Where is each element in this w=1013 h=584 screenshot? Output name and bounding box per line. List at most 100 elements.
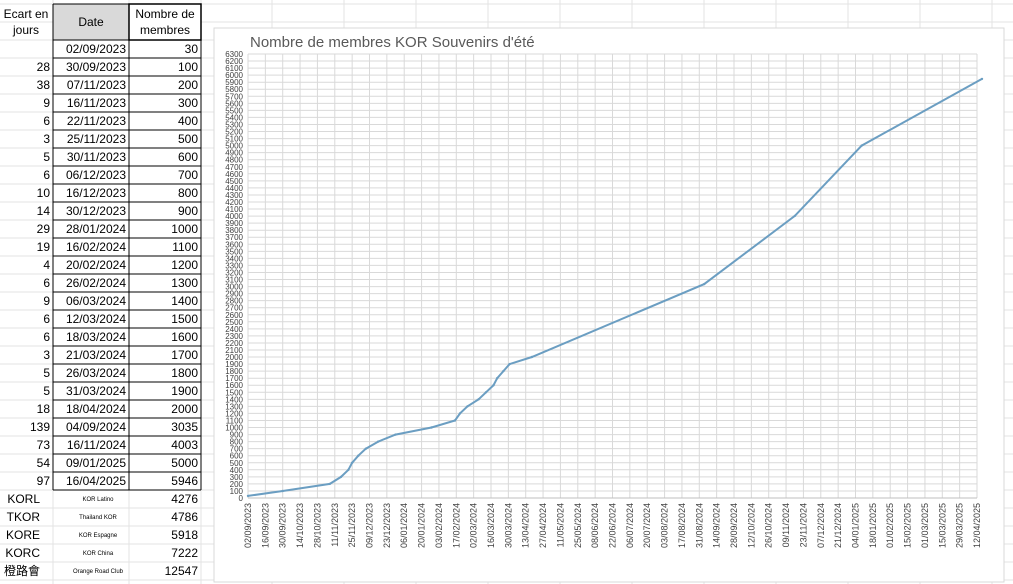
cell-ecart[interactable]: 97: [37, 474, 51, 488]
cell-date[interactable]: 16/12/2023: [66, 186, 126, 200]
cell-membres[interactable]: 200: [178, 78, 198, 92]
cell-ecart[interactable]: 6: [43, 330, 50, 344]
group-name[interactable]: Orange Road Club: [73, 569, 124, 575]
cell-ecart[interactable]: 6: [43, 276, 50, 290]
cell-ecart[interactable]: 73: [37, 438, 51, 452]
cell-membres[interactable]: 1700: [171, 348, 198, 362]
cell-membres[interactable]: 5946: [171, 474, 198, 488]
cell-date[interactable]: 16/11/2023: [67, 96, 126, 110]
chart-area[interactable]: [213, 27, 1005, 583]
cell-date[interactable]: 21/03/2024: [66, 348, 126, 362]
y-tick-label: 3700: [225, 233, 243, 242]
group-code[interactable]: TKOR: [7, 510, 41, 524]
cell-membres[interactable]: 4003: [171, 438, 198, 452]
cell-ecart[interactable]: 6: [43, 114, 50, 128]
cell-ecart[interactable]: 5: [43, 366, 50, 380]
cell-membres[interactable]: 300: [178, 96, 198, 110]
group-membres[interactable]: 5918: [171, 528, 198, 542]
cell-membres[interactable]: 900: [178, 204, 198, 218]
cell-membres[interactable]: 500: [178, 132, 198, 146]
x-tick-label: 14/10/2023: [295, 503, 305, 548]
cell-date[interactable]: 18/03/2024: [66, 330, 126, 344]
cell-date[interactable]: 07/11/2023: [67, 78, 126, 92]
cell-membres[interactable]: 700: [178, 168, 198, 182]
cell-ecart[interactable]: 5: [43, 150, 50, 164]
cell-date[interactable]: 30/12/2023: [66, 204, 126, 218]
cell-membres[interactable]: 3035: [171, 420, 198, 434]
cell-date[interactable]: 20/02/2024: [66, 258, 126, 272]
cell-date[interactable]: 04/09/2024: [66, 420, 126, 434]
cell-ecart[interactable]: 6: [43, 312, 50, 326]
group-name[interactable]: KOR Latino: [82, 497, 114, 503]
cell-membres[interactable]: 30: [185, 42, 199, 56]
cell-membres[interactable]: 1200: [171, 258, 198, 272]
cell-ecart[interactable]: 10: [37, 186, 51, 200]
cell-membres[interactable]: 1900: [171, 384, 198, 398]
cell-membres[interactable]: 5000: [171, 456, 198, 470]
y-tick-label: 100: [230, 487, 244, 496]
cell-date[interactable]: 26/03/2024: [66, 366, 126, 380]
cell-membres[interactable]: 1600: [171, 330, 198, 344]
line-chart[interactable]: Nombre de membres KOR Souvenirs d'été 01…: [213, 27, 1005, 583]
cell-membres[interactable]: 1400: [171, 294, 198, 308]
cell-ecart[interactable]: 5: [43, 384, 50, 398]
cell-date[interactable]: 06/12/2023: [66, 168, 126, 182]
cell-membres[interactable]: 1800: [171, 366, 198, 380]
group-code[interactable]: KORC: [5, 546, 40, 560]
y-tick-label: 6200: [225, 57, 243, 66]
cell-date[interactable]: 31/03/2024: [66, 384, 126, 398]
cell-ecart[interactable]: 28: [37, 60, 51, 74]
group-membres[interactable]: 4786: [171, 510, 198, 524]
group-name[interactable]: KOR China: [83, 551, 114, 557]
x-tick-label: 21/12/2024: [833, 503, 843, 548]
cell-date[interactable]: 28/01/2024: [66, 222, 126, 236]
cell-date[interactable]: 06/03/2024: [66, 294, 126, 308]
cell-ecart[interactable]: 9: [43, 96, 50, 110]
y-tick-label: 2900: [225, 290, 243, 299]
x-tick-label: 27/04/2024: [538, 503, 548, 548]
cell-ecart[interactable]: 6: [43, 168, 50, 182]
group-name[interactable]: Thailand KOR: [79, 515, 117, 521]
cell-ecart[interactable]: 19: [37, 240, 51, 254]
cell-membres[interactable]: 1000: [171, 222, 198, 236]
group-code[interactable]: KORL: [7, 492, 40, 506]
cell-date[interactable]: 26/02/2024: [66, 276, 126, 290]
cell-membres[interactable]: 100: [178, 60, 198, 74]
cell-ecart[interactable]: 38: [37, 78, 51, 92]
cell-date[interactable]: 22/11/2023: [67, 114, 126, 128]
group-code[interactable]: KORE: [6, 528, 40, 542]
cell-ecart[interactable]: 3: [43, 348, 50, 362]
x-tick-label: 23/11/2024: [798, 503, 808, 547]
cell-ecart[interactable]: 139: [30, 420, 50, 434]
group-membres[interactable]: 12547: [165, 564, 199, 578]
cell-membres[interactable]: 1300: [171, 276, 198, 290]
cell-date[interactable]: 09/01/2025: [66, 456, 126, 470]
cell-date[interactable]: 30/09/2023: [66, 60, 126, 74]
x-tick-label: 18/01/2025: [868, 503, 878, 548]
group-membres[interactable]: 4276: [171, 492, 198, 506]
cell-date[interactable]: 16/02/2024: [66, 240, 126, 254]
cell-date[interactable]: 25/11/2023: [67, 132, 126, 146]
group-code[interactable]: 橙路會: [4, 563, 40, 578]
group-membres[interactable]: 7222: [171, 546, 198, 560]
cell-date[interactable]: 16/04/2025: [66, 474, 126, 488]
group-name[interactable]: KOR Espagne: [79, 533, 118, 539]
cell-membres[interactable]: 1500: [171, 312, 198, 326]
cell-ecart[interactable]: 29: [37, 222, 51, 236]
cell-ecart[interactable]: 9: [43, 294, 50, 308]
cell-ecart[interactable]: 3: [43, 132, 50, 146]
cell-membres[interactable]: 1100: [172, 240, 198, 254]
cell-date[interactable]: 30/11/2023: [67, 150, 126, 164]
cell-date[interactable]: 02/09/2023: [66, 42, 126, 56]
cell-date[interactable]: 16/11/2024: [67, 438, 126, 452]
cell-ecart[interactable]: 4: [43, 258, 50, 272]
cell-membres[interactable]: 600: [178, 150, 198, 164]
cell-ecart[interactable]: 14: [37, 204, 51, 218]
cell-membres[interactable]: 2000: [171, 402, 198, 416]
cell-date[interactable]: 12/03/2024: [66, 312, 126, 326]
cell-date[interactable]: 18/04/2024: [66, 402, 126, 416]
cell-ecart[interactable]: 54: [37, 456, 51, 470]
cell-membres[interactable]: 400: [178, 114, 198, 128]
cell-ecart[interactable]: 18: [37, 402, 51, 416]
cell-membres[interactable]: 800: [178, 186, 198, 200]
